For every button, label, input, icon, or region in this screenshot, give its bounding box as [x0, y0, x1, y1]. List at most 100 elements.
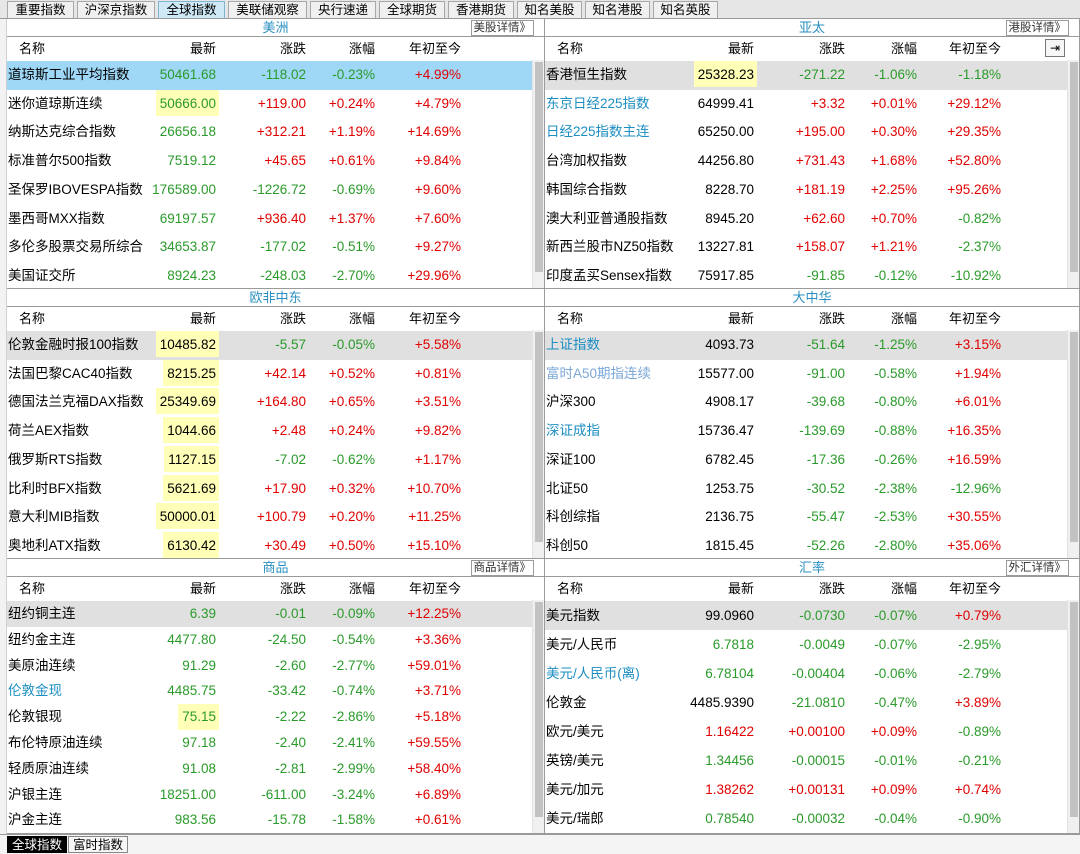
- table-row[interactable]: 英镑/美元 1.34456 -0.00015 -0.01% -0.21%: [545, 746, 1067, 775]
- scrollbar-thumb[interactable]: [1070, 62, 1078, 272]
- header-pct[interactable]: 涨幅: [890, 41, 917, 56]
- header-last[interactable]: 最新: [189, 41, 216, 56]
- header-ytd[interactable]: 年初至今: [408, 41, 461, 56]
- table-row[interactable]: 沪深300 4908.17 -39.68 -0.80% +6.01%: [545, 388, 1067, 417]
- table-row[interactable]: 日经225指数主连 65250.00 +195.00 +0.30% +29.35%: [545, 118, 1067, 147]
- tab-uk-stocks[interactable]: 知名英股: [653, 1, 718, 18]
- table-row[interactable]: 沪银主连 18251.00 -611.00 -3.24% +6.89%: [7, 782, 532, 808]
- table-row[interactable]: 台湾加权指数 44256.80 +731.43 +1.68% +52.80%: [545, 147, 1067, 176]
- tab-us-stocks[interactable]: 知名美股: [517, 1, 582, 18]
- header-ytd[interactable]: 年初至今: [948, 581, 1001, 596]
- header-last[interactable]: 最新: [189, 311, 216, 326]
- scrollbar-thumb[interactable]: [535, 602, 543, 817]
- table-row[interactable]: 美元/人民币(离) 6.78104 -0.00404 -0.06% -2.79%: [545, 659, 1067, 688]
- table-row[interactable]: 意大利MIB指数 50000.01 +100.79 +0.20% +11.25%: [7, 503, 532, 532]
- tab-global-futures[interactable]: 全球期货: [379, 1, 445, 18]
- table-row[interactable]: 美元/加元 1.38262 +0.00131 +0.09% +0.74%: [545, 775, 1067, 804]
- header-change[interactable]: 涨跌: [818, 581, 845, 596]
- table-row[interactable]: 欧元/美元 1.16422 +0.00100 +0.09% -0.89%: [545, 717, 1067, 746]
- table-row[interactable]: 印度孟买Sensex指数 75917.85 -91.85 -0.12% -10.92%: [545, 262, 1067, 288]
- table-row[interactable]: 法国巴黎CAC40指数 8215.25 +42.14 +0.52% +0.81%: [7, 359, 532, 389]
- table-row[interactable]: 伦敦金 4485.9390 -21.0810 -0.47% +3.89%: [545, 688, 1067, 717]
- header-ytd[interactable]: 年初至今: [408, 311, 461, 326]
- header-ytd[interactable]: 年初至今: [948, 311, 1001, 326]
- table-row[interactable]: 标准普尔500指数 7519.12 +45.65 +0.61% +9.84%: [7, 147, 532, 176]
- tab-global-indices[interactable]: 全球指数: [158, 1, 225, 18]
- tab-shsz-indices[interactable]: 沪深京指数: [77, 1, 155, 18]
- header-name[interactable]: 名称: [19, 41, 46, 56]
- header-last[interactable]: 最新: [727, 311, 754, 326]
- table-row[interactable]: 北证50 1253.75 -30.52 -2.38% -12.96%: [545, 475, 1067, 504]
- scrollbar-thumb[interactable]: [1070, 602, 1078, 817]
- table-row[interactable]: 美元指数 99.0960 -0.0730 -0.07% +0.79%: [545, 601, 1067, 630]
- table-row[interactable]: 德国法兰克福DAX指数 25349.69 +164.80 +0.65% +3.51%: [7, 388, 532, 417]
- table-row[interactable]: 深证100 6782.45 -17.36 -0.26% +16.59%: [545, 446, 1067, 475]
- tab-central-bank[interactable]: 央行速递: [310, 1, 376, 18]
- table-row[interactable]: 香港恒生指数 25328.23 -271.22 -1.06% -1.18%: [545, 61, 1067, 90]
- header-name[interactable]: 名称: [557, 41, 584, 56]
- table-row[interactable]: 迷你道琼斯连续 50666.00 +119.00 +0.24% +4.79%: [7, 89, 532, 119]
- vertical-scrollbar[interactable]: [1067, 600, 1079, 833]
- header-change[interactable]: 涨跌: [279, 311, 306, 326]
- scrollbar-thumb[interactable]: [535, 332, 543, 542]
- header-name[interactable]: 名称: [19, 581, 46, 596]
- vertical-scrollbar[interactable]: [1067, 330, 1079, 558]
- detail-link[interactable]: 美股详情》: [470, 20, 534, 36]
- header-ytd[interactable]: 年初至今: [948, 41, 1001, 56]
- header-pct[interactable]: 涨幅: [348, 581, 375, 596]
- table-row[interactable]: 奥地利ATX指数 6130.42 +30.49 +0.50% +15.10%: [7, 531, 532, 558]
- table-row[interactable]: 伦敦金现 4485.75 -33.42 -0.74% +3.71%: [7, 678, 532, 704]
- detail-link[interactable]: 外汇详情》: [1005, 560, 1069, 576]
- bottom-tab-ftse-indices[interactable]: 富时指数: [68, 836, 129, 853]
- table-row[interactable]: 韩国综合指数 8228.70 +181.19 +2.25% +95.26%: [545, 176, 1067, 205]
- table-row[interactable]: 比利时BFX指数 5621.69 +17.90 +0.32% +10.70%: [7, 474, 532, 504]
- scrollbar-thumb[interactable]: [1070, 332, 1078, 542]
- header-last[interactable]: 最新: [189, 581, 216, 596]
- vertical-scrollbar[interactable]: [532, 330, 544, 558]
- header-change[interactable]: 涨跌: [818, 41, 845, 56]
- table-row[interactable]: 美原油连续 91.29 -2.60 -2.77% +59.01%: [7, 653, 532, 679]
- table-row[interactable]: 澳大利亚普通股指数 8945.20 +62.60 +0.70% -0.82%: [545, 205, 1067, 234]
- table-row[interactable]: 美元/瑞郎 0.78540 -0.00032 -0.04% -0.90%: [545, 804, 1067, 833]
- table-row[interactable]: 富时A50期指连续 15577.00 -91.00 -0.58% +1.94%: [545, 360, 1067, 389]
- header-pct[interactable]: 涨幅: [890, 311, 917, 326]
- table-row[interactable]: 墨西哥MXX指数 69197.57 +936.40 +1.37% +7.60%: [7, 205, 532, 234]
- header-last[interactable]: 最新: [727, 41, 754, 56]
- tab-important-indices[interactable]: 重要指数: [7, 1, 74, 18]
- table-row[interactable]: 纽约金主连 4477.80 -24.50 -0.54% +3.36%: [7, 627, 532, 653]
- table-row[interactable]: 荷兰AEX指数 1044.66 +2.48 +0.24% +9.82%: [7, 417, 532, 446]
- header-change[interactable]: 涨跌: [279, 41, 306, 56]
- tab-hk-stocks[interactable]: 知名港股: [585, 1, 650, 18]
- table-row[interactable]: 圣保罗IBOVESPA指数 176589.00 -1226.72 -0.69% +9.6…: [7, 176, 532, 205]
- vertical-scrollbar[interactable]: [532, 600, 544, 833]
- tab-hk-futures[interactable]: 香港期货: [448, 1, 514, 18]
- detail-link[interactable]: 商品详情》: [470, 560, 534, 576]
- table-row[interactable]: 布伦特原油连续 97.18 -2.40 -2.41% +59.55%: [7, 730, 532, 756]
- bottom-tab-global-indices[interactable]: 全球指数: [7, 836, 68, 853]
- table-row[interactable]: 上证指数 4093.73 -51.64 -1.25% +3.15%: [545, 331, 1067, 360]
- table-row[interactable]: 道琼斯工业平均指数 50461.68 -118.02 -0.23% +4.99%: [7, 61, 532, 90]
- header-pct[interactable]: 涨幅: [890, 581, 917, 596]
- pin-right-icon[interactable]: ⇥: [1045, 39, 1065, 57]
- table-row[interactable]: 伦敦银现 75.15 -2.22 -2.86% +5.18%: [7, 704, 532, 731]
- detail-link[interactable]: 港股详情》: [1005, 20, 1069, 36]
- tab-fed-watch[interactable]: 美联储观察: [228, 1, 307, 18]
- table-row[interactable]: 东京日经225指数 64999.41 +3.32 +0.01% +29.12%: [545, 90, 1067, 119]
- table-row[interactable]: 美元/人民币 6.7818 -0.0049 -0.07% -2.95%: [545, 630, 1067, 659]
- table-row[interactable]: 伦敦金融时报100指数 10485.82 -5.57 -0.05% +5.58%: [7, 331, 532, 360]
- header-last[interactable]: 最新: [727, 581, 754, 596]
- table-row[interactable]: 深证成指 15736.47 -139.69 -0.88% +16.35%: [545, 417, 1067, 446]
- table-row[interactable]: 纽约铜主连 6.39 -0.01 -0.09% +12.25%: [7, 601, 532, 627]
- table-row[interactable]: 纳斯达克综合指数 26656.18 +312.21 +1.19% +14.69%: [7, 118, 532, 147]
- table-row[interactable]: 科创50 1815.45 -52.26 -2.80% +35.06%: [545, 532, 1067, 558]
- table-row[interactable]: 轻质原油连续 91.08 -2.81 -2.99% +58.40%: [7, 756, 532, 782]
- header-ytd[interactable]: 年初至今: [408, 581, 461, 596]
- header-pct[interactable]: 涨幅: [348, 311, 375, 326]
- vertical-scrollbar[interactable]: [532, 60, 544, 288]
- vertical-scrollbar[interactable]: [1067, 60, 1079, 288]
- header-name[interactable]: 名称: [19, 311, 46, 326]
- scrollbar-thumb[interactable]: [535, 62, 543, 272]
- table-row[interactable]: 美国证交所 8924.23 -248.03 -2.70% +29.96%: [7, 262, 532, 288]
- header-pct[interactable]: 涨幅: [348, 41, 375, 56]
- header-name[interactable]: 名称: [557, 311, 584, 326]
